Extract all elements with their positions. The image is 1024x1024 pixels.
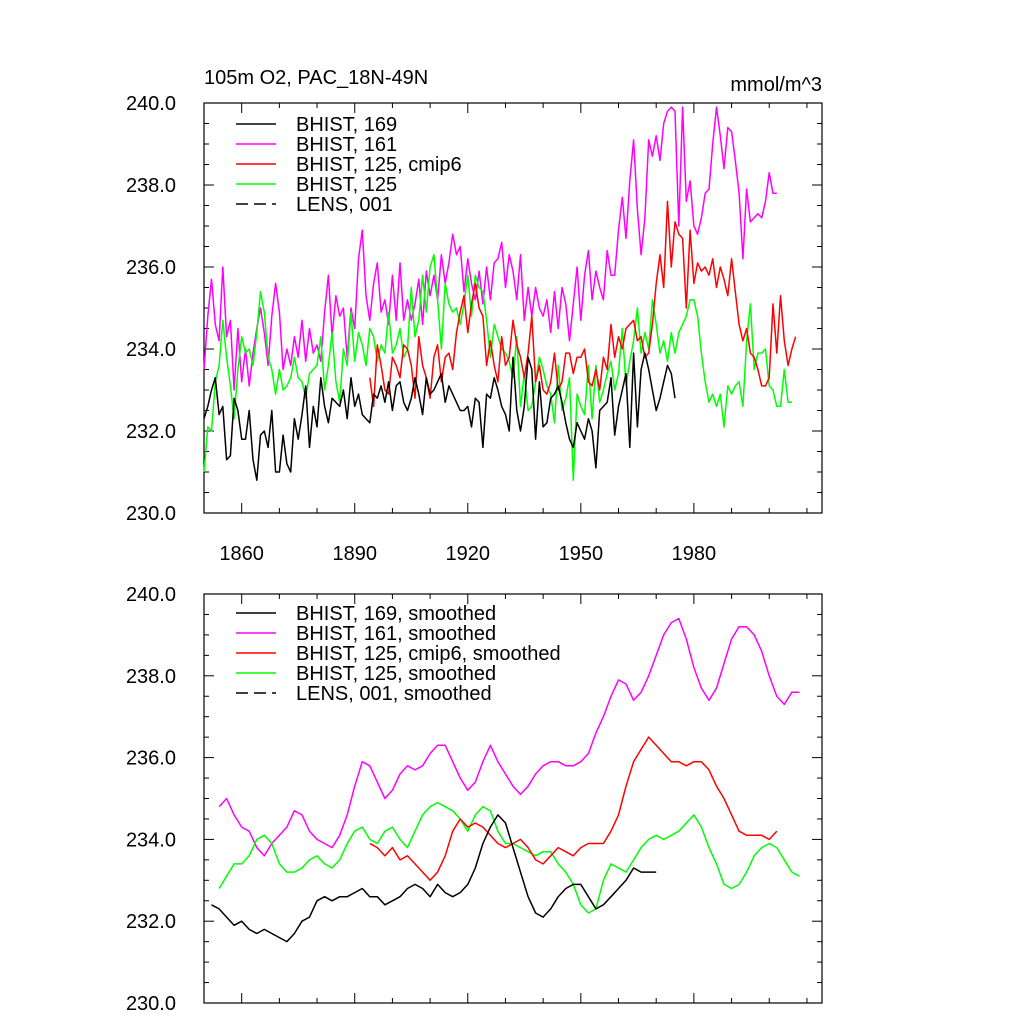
legend-label: BHIST, 125	[296, 174, 397, 196]
series-line-bhist-125	[203, 253, 792, 481]
series-line-bhist-125-cmip6-smoothed	[369, 736, 778, 882]
legend-label: BHIST, 125, cmip6, smoothed	[296, 643, 561, 665]
y-tick-label: 234.0	[126, 829, 176, 851]
units-label: mmol/m^3	[730, 74, 822, 96]
legend-label: BHIST, 161, smoothed	[296, 623, 496, 645]
y-tick-label: 240.0	[126, 584, 176, 606]
bottom-panel: 230.0 232.0 234.0 236.0 238.0 240.0 BHIST, 169…	[126, 584, 823, 1015]
x-tick-label: 1860	[219, 543, 264, 565]
series-line-bhist-161	[203, 106, 777, 391]
y-tick-label: 230.0	[126, 993, 176, 1015]
x-tick-label: 1920	[446, 543, 491, 565]
series-line-bhist-161-smoothed	[218, 617, 800, 857]
y-tick-label: 238.0	[126, 175, 176, 197]
y-tick-label: 236.0	[126, 748, 176, 770]
legend-label: BHIST, 125, smoothed	[296, 663, 496, 685]
y-tick-label: 234.0	[126, 339, 176, 361]
legend-label: BHIST, 161	[296, 134, 397, 156]
y-tick-label: 238.0	[126, 666, 176, 688]
y-tick-label: 232.0	[126, 421, 176, 443]
legend-label: LENS, 001, smoothed	[296, 683, 492, 705]
legend-label: BHIST, 169	[296, 114, 397, 136]
top-panel: 230.0 232.0 234.0 236.0 238.0 240.0 1860 1890 19…	[126, 93, 823, 565]
series-line-bhist-169-smoothed	[211, 814, 657, 943]
chart-title: 105m O2, PAC_18N-49N	[204, 67, 428, 89]
legend-label: BHIST, 125, cmip6	[296, 154, 462, 176]
x-tick-label: 1950	[559, 543, 604, 565]
legend-label: LENS, 001	[296, 194, 393, 216]
y-tick-label: 240.0	[126, 93, 176, 115]
series-line-bhist-125-smoothed	[218, 801, 800, 914]
series-line-bhist-169	[203, 352, 676, 481]
y-tick-label: 232.0	[126, 911, 176, 933]
y-tick-label: 236.0	[126, 257, 176, 279]
x-tick-label: 1890	[332, 543, 377, 565]
y-tick-label: 230.0	[126, 503, 176, 525]
legend-label: BHIST, 169, smoothed	[296, 603, 496, 625]
x-tick-label: 1980	[672, 543, 717, 565]
